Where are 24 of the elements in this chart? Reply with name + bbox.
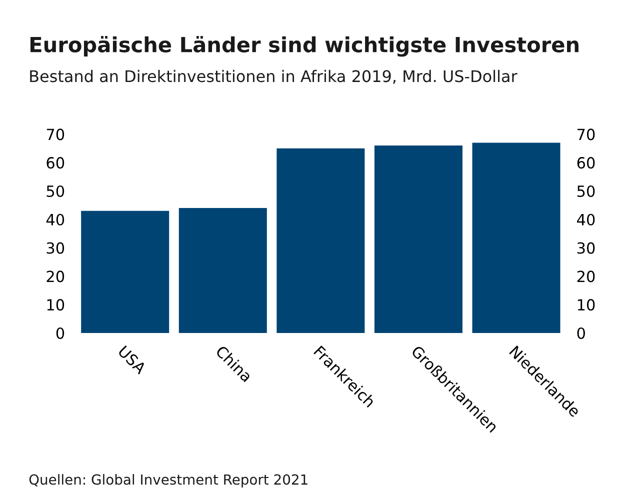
y2-tick-label: 0 <box>577 327 585 340</box>
y2-tick-label: 40 <box>577 214 595 226</box>
y2-tick-label: 10 <box>578 299 595 311</box>
y-tick-label: 40 <box>46 214 64 226</box>
bar <box>472 142 560 333</box>
y-tick-label: 30 <box>46 242 64 254</box>
y2-tick-label: 50 <box>577 185 595 198</box>
y-tick-label: 60 <box>46 157 64 169</box>
y-tick-label: 70 <box>46 128 64 140</box>
chart-title: Europäische Länder sind wichtigste Investoren <box>30 36 578 57</box>
y-tick-label: 0 <box>56 327 64 340</box>
y-tick-label: 10 <box>47 299 64 311</box>
y-tick-label: 50 <box>46 185 64 198</box>
bar <box>178 208 267 333</box>
y-tick-label: 20 <box>46 270 64 282</box>
y2-tick-label: 60 <box>577 157 595 169</box>
y2-tick-label: 20 <box>577 270 595 282</box>
source-note: Quellen: Global Investment Report 2021 <box>29 474 308 488</box>
bar <box>374 146 462 333</box>
chart-subtitle: Bestand an Direktinvestitionen in Afrika 2019, Mrd. US-Dollar <box>30 70 518 84</box>
y2-tick-label: 70 <box>578 128 595 140</box>
y2-tick-label: 30 <box>577 242 595 254</box>
bar <box>276 148 365 333</box>
bar <box>81 210 170 333</box>
